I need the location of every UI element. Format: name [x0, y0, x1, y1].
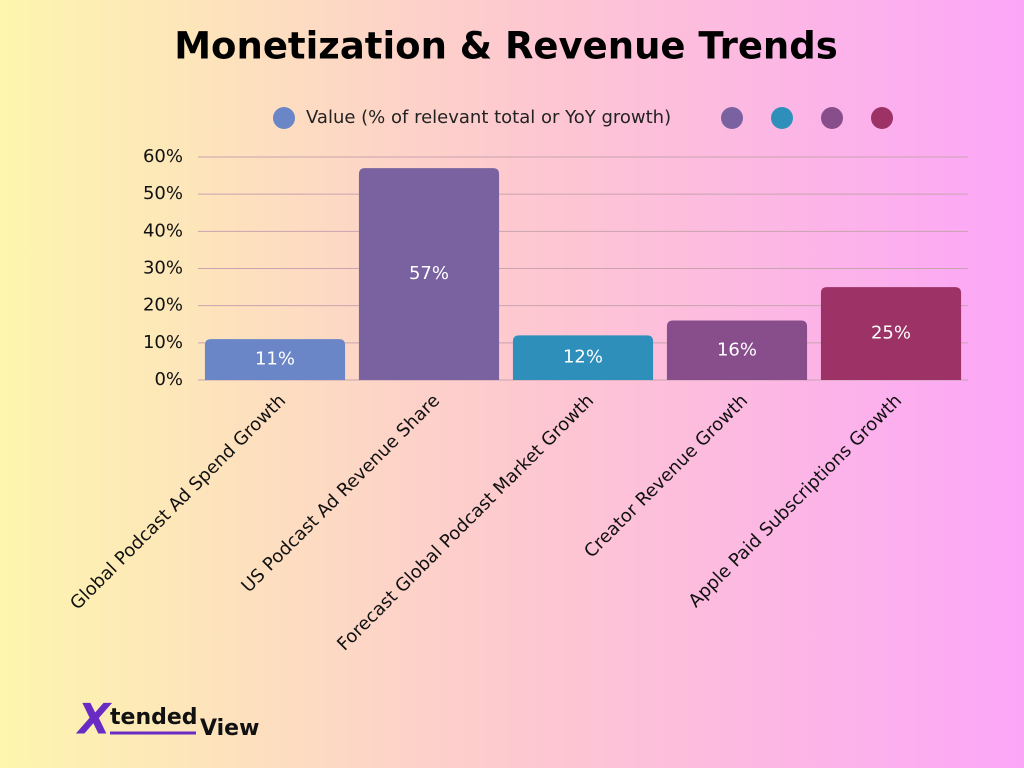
- bar: [666, 320, 808, 380]
- data-label: 12%: [563, 347, 603, 368]
- logo-word: View: [200, 716, 259, 741]
- legend-swatch: [821, 107, 843, 129]
- legend-swatch: [871, 107, 893, 129]
- logo: X tended View: [75, 695, 259, 744]
- data-label: 57%: [409, 263, 449, 284]
- data-label: 16%: [717, 339, 757, 360]
- legend-swatch: [771, 107, 793, 129]
- y-tick-label: 0%: [154, 369, 183, 390]
- bar: [358, 168, 500, 380]
- y-tick-label: 50%: [143, 183, 183, 204]
- legend-swatch: [721, 107, 743, 129]
- chart-title: Monetization & Revenue Trends: [174, 25, 838, 68]
- bar: [512, 335, 654, 380]
- legend-swatch: [273, 107, 295, 129]
- y-tick-label: 30%: [143, 258, 183, 279]
- data-label: 25%: [871, 323, 911, 344]
- data-label: 11%: [255, 349, 295, 370]
- y-tick-label: 10%: [143, 332, 183, 353]
- bar: [204, 339, 346, 380]
- y-tick-label: 40%: [143, 220, 183, 241]
- logo-word: tended: [110, 705, 198, 730]
- bar: [820, 287, 962, 380]
- logo-mark: X: [75, 695, 113, 744]
- legend-label: Value (% of relevant total or YoY growth…: [306, 107, 671, 128]
- y-tick-label: 60%: [143, 146, 183, 167]
- y-tick-label: 20%: [143, 295, 183, 316]
